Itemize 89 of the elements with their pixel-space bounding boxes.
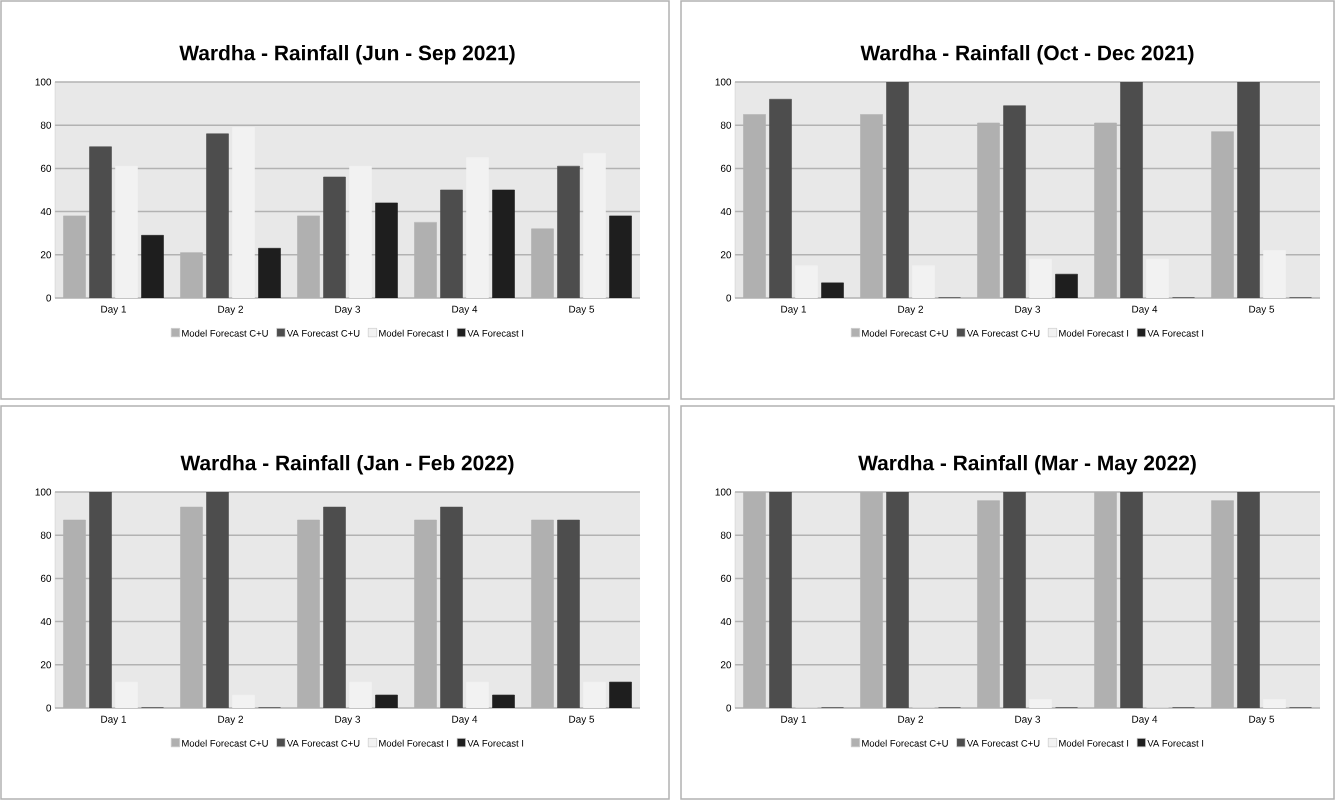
y-tick-label: 40	[720, 208, 732, 216]
legend-label: VA Forecast I	[467, 740, 524, 747]
bar	[1003, 491, 1026, 708]
bar	[886, 81, 909, 298]
bar	[557, 519, 580, 708]
y-tick-label: 60	[720, 164, 732, 172]
y-tick-label: 40	[720, 618, 732, 626]
bar	[206, 491, 229, 708]
x-tick-label: Day 1	[781, 715, 807, 725]
y-tick-label: 100	[715, 78, 732, 86]
bar	[440, 506, 463, 708]
legend-label: Model Forecast I	[379, 329, 449, 337]
legend-label: VA Forecast I	[1147, 740, 1204, 747]
x-tick-label: Day 2	[218, 715, 244, 725]
bar	[323, 506, 346, 708]
legend-label: Model Forecast I	[379, 739, 449, 747]
y-tick-label: 100	[715, 488, 732, 496]
bar	[375, 202, 398, 298]
legend-label: VA Forecast C+U	[966, 329, 1040, 337]
bar	[557, 165, 580, 298]
bar	[141, 235, 164, 298]
y-tick-label: 20	[40, 251, 52, 259]
y-tick-label: 80	[720, 531, 732, 539]
legend-label: Model Forecast C+U	[182, 329, 268, 337]
chart-title: Wardha - Rainfall (Mar - May 2022)	[858, 455, 1196, 475]
legend-label: VA Forecast C+U	[286, 739, 360, 747]
bar	[886, 491, 909, 708]
bar	[1003, 105, 1026, 298]
y-tick-label: 80	[40, 531, 52, 539]
y-tick-label: 100	[35, 488, 52, 496]
y-tick-label: 80	[720, 121, 732, 129]
y-tick-label: 40	[40, 618, 52, 626]
legend-label: Model Forecast I	[1059, 739, 1129, 747]
legend-label: VA Forecast C+U	[286, 329, 360, 337]
chart-title: Wardha - Rainfall (Jan - Feb 2022)	[180, 455, 514, 475]
bar	[89, 146, 112, 298]
bar	[1120, 491, 1143, 708]
y-tick-label: 0	[726, 704, 732, 712]
legend-label: VA Forecast C+U	[966, 739, 1040, 747]
bar	[769, 491, 792, 708]
bar	[1120, 81, 1143, 298]
y-tick-label: 40	[40, 208, 52, 216]
y-tick-label: 60	[40, 164, 52, 172]
x-tick-label: Day 5	[1249, 305, 1275, 315]
y-tick-label: 0	[726, 294, 732, 302]
y-tick-label: 0	[46, 704, 52, 712]
x-tick-label: Day 1	[101, 305, 127, 315]
y-tick-label: 20	[720, 251, 732, 259]
x-tick-label: Day 5	[1249, 715, 1275, 725]
x-tick-label: Day 2	[898, 305, 924, 315]
bar	[258, 248, 281, 298]
x-tick-label: Day 3	[1015, 305, 1041, 315]
x-tick-label: Day 2	[898, 715, 924, 725]
legend-label: Model Forecast C+U	[862, 739, 948, 747]
y-tick-label: 60	[40, 574, 52, 582]
bar	[1237, 491, 1260, 708]
x-tick-label: Day 3	[335, 715, 361, 725]
x-tick-label: Day 4	[1132, 305, 1158, 315]
bar	[323, 176, 346, 298]
x-tick-label: Day 4	[452, 305, 478, 315]
chart-title: Wardha - Rainfall (Oct - Dec 2021)	[860, 44, 1194, 65]
x-tick-label: Day 4	[1132, 715, 1158, 725]
x-tick-label: Day 4	[452, 715, 478, 725]
bar	[769, 98, 792, 298]
bar	[206, 133, 229, 298]
legend-label: VA Forecast I	[467, 330, 524, 337]
y-tick-label: 60	[720, 574, 732, 582]
x-tick-label: Day 3	[335, 305, 361, 315]
x-tick-label: Day 1	[101, 715, 127, 725]
y-tick-label: 100	[35, 78, 52, 86]
x-tick-label: Day 5	[569, 305, 595, 315]
bar	[609, 215, 632, 298]
bar	[492, 189, 515, 298]
y-tick-label: 20	[720, 661, 732, 669]
legend-label: VA Forecast I	[1147, 330, 1204, 337]
x-tick-label: Day 1	[781, 305, 807, 315]
legend-label: Model Forecast C+U	[862, 329, 948, 337]
bar	[89, 491, 112, 708]
y-tick-label: 20	[40, 661, 52, 669]
y-tick-label: 0	[46, 294, 52, 302]
x-tick-label: Day 3	[1015, 715, 1041, 725]
bar	[440, 189, 463, 298]
legend-label: Model Forecast C+U	[182, 739, 268, 747]
chart-title: Wardha - Rainfall (Jun - Sep 2021)	[179, 44, 515, 65]
x-tick-label: Day 5	[569, 715, 595, 725]
y-tick-label: 80	[40, 121, 52, 129]
x-tick-label: Day 2	[218, 305, 244, 315]
legend-label: Model Forecast I	[1059, 329, 1129, 337]
bar	[1237, 81, 1260, 298]
